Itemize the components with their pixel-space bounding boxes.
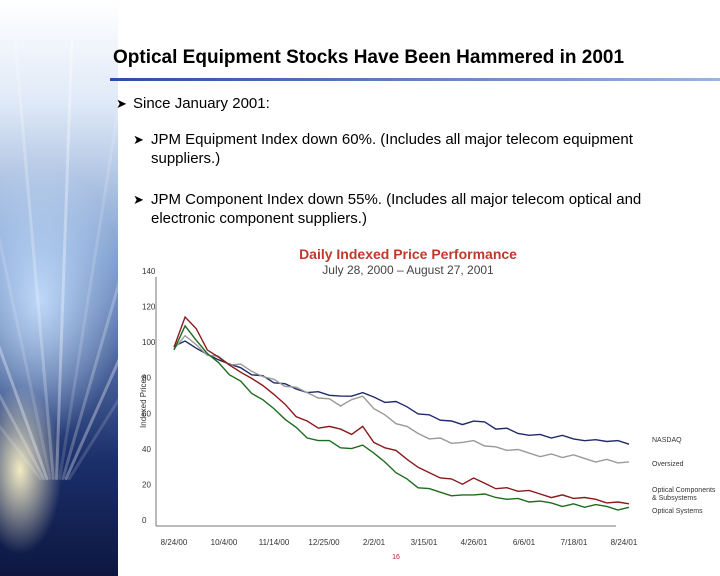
bullet-text: Since January 2001: [133,95,270,112]
y-tick-label: 20 [142,480,151,489]
arrow-bullet-icon: ➤ [133,192,144,207]
chart-panel: Daily Indexed Price Performance July 28, … [118,232,720,562]
x-tick-label: 12/25/00 [308,538,340,547]
y-tick-label: 140 [142,267,156,276]
systems-line [173,324,630,511]
bullet-text: JPM Equipment Index down 60%. (Includes … [151,131,633,167]
x-tick-label: 8/24/00 [161,538,188,547]
x-tick-label: 11/14/00 [259,538,290,547]
page-number: 16 [392,554,400,561]
x-tick-label: 3/15/01 [411,538,438,547]
fiber-optics-image [0,0,303,576]
x-tick-label: 7/18/01 [561,538,588,547]
nasdaq-end-label: NASDAQ [652,437,682,444]
y-tick-label: 120 [142,303,156,312]
components-line [173,315,630,505]
bullet-since-january: ➤ Since January 2001: [116,94,270,113]
components-end-label: Optical Components [652,487,716,494]
y-axis-label: Indexed Prices [139,375,148,428]
y-tick-label: 60 [142,409,151,418]
nasdaq-line [173,340,630,445]
arrow-bullet-icon: ➤ [133,132,144,147]
arrow-bullet-icon: ➤ [116,96,127,111]
title-divider [110,78,720,81]
components-end-label-line2: & Subsystems [652,495,697,502]
x-tick-label: 2/2/01 [363,538,386,547]
bullet-component-index: ➤ JPM Component Index down 55%. (Include… [133,190,693,228]
x-tick-label: 6/6/01 [513,538,536,547]
systems-end-label: Optical Systems [652,508,703,515]
oversized-line [173,334,630,464]
y-tick-label: 80 [142,374,151,383]
y-tick-label: 100 [142,338,156,347]
slide-title: Optical Equipment Stocks Have Been Hamme… [113,47,625,68]
x-tick-label: 4/26/01 [461,538,488,547]
y-tick-label: 0 [142,516,147,525]
chart-title: Daily Indexed Price Performance [299,246,517,262]
bullet-equipment-index: ➤ JPM Equipment Index down 60%. (Include… [133,130,693,168]
bullet-text: JPM Component Index down 55%. (Includes … [151,191,642,227]
y-tick-label: 40 [142,445,151,454]
x-tick-label: 10/4/00 [211,538,238,547]
chart-subtitle: July 28, 2000 – August 27, 2001 [322,263,494,277]
oversized-end-label: Oversized [652,461,684,468]
x-tick-label: 8/24/01 [611,538,638,547]
